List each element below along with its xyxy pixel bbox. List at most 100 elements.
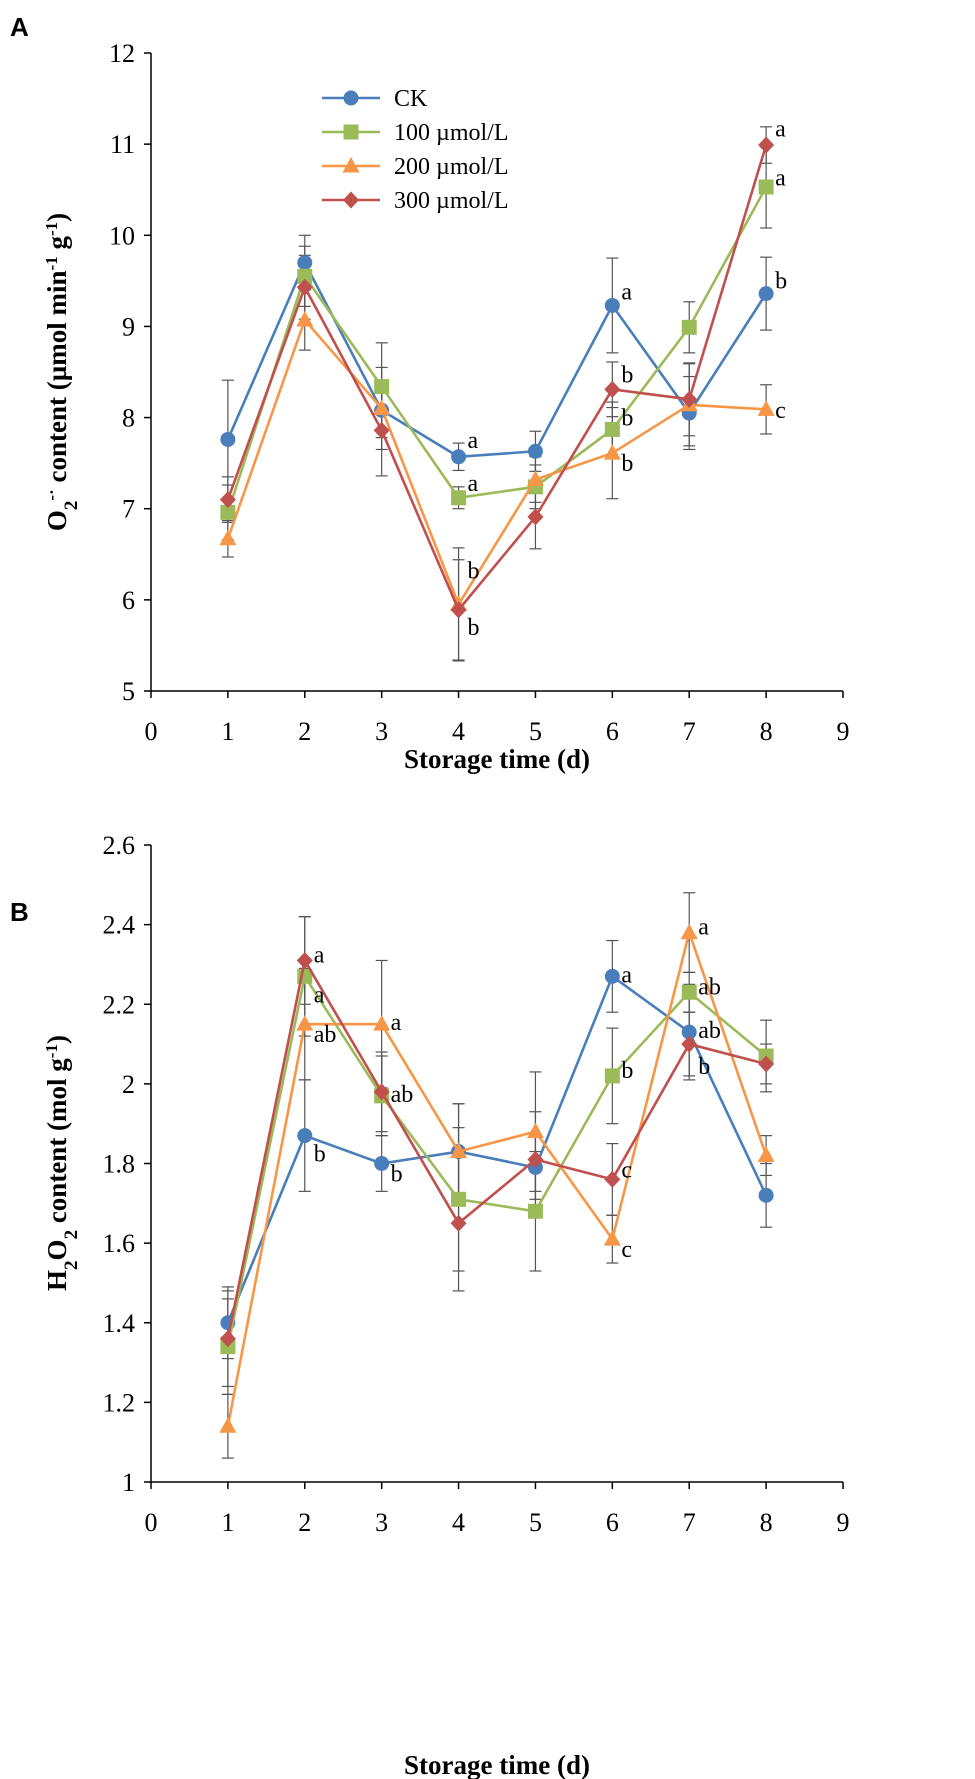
legend-marker-CK bbox=[343, 90, 359, 106]
data-point-100 bbox=[297, 268, 313, 284]
significance-label: a bbox=[775, 166, 786, 192]
data-point-100 bbox=[758, 179, 774, 195]
legend-label: CK bbox=[394, 86, 428, 112]
significance-label: b bbox=[621, 451, 633, 477]
data-point-200 bbox=[526, 470, 544, 487]
data-point-300 bbox=[296, 278, 313, 296]
y-tick-label: 9 bbox=[122, 312, 135, 341]
data-point-200 bbox=[373, 1015, 391, 1031]
significance-label: c bbox=[621, 1237, 632, 1263]
data-point-CK bbox=[758, 1187, 774, 1203]
data-point-300 bbox=[373, 1083, 390, 1101]
data-point-CK bbox=[220, 431, 236, 447]
x-tick-label: 3 bbox=[375, 1508, 388, 1537]
significance-label: b bbox=[621, 1058, 633, 1084]
series-line-CK bbox=[226, 974, 768, 1324]
series-line-100 bbox=[226, 186, 768, 513]
legend-label: 200 µmol/L bbox=[394, 154, 509, 180]
significance-label: b bbox=[775, 269, 787, 295]
y-tick-label: 7 bbox=[122, 495, 135, 524]
y-tick-label: 10 bbox=[109, 221, 135, 250]
significance-label: a bbox=[468, 471, 479, 497]
x-tick-label: 1 bbox=[221, 1508, 234, 1537]
y-axis-title: O2-· content (µmol min-1 g-1) bbox=[42, 213, 82, 531]
data-point-300 bbox=[604, 380, 621, 398]
significance-label: b bbox=[468, 615, 480, 641]
legend-label: 100 µmol/L bbox=[394, 120, 509, 146]
y-tick-label: 1 bbox=[122, 1468, 135, 1497]
x-tick-label: 8 bbox=[760, 717, 773, 746]
legend-marker-300 bbox=[343, 191, 359, 209]
y-tick-label: 8 bbox=[122, 404, 135, 433]
significance-label: ab bbox=[391, 1082, 414, 1108]
data-point-200 bbox=[526, 1122, 544, 1139]
x-tick-label: 4 bbox=[452, 1508, 465, 1537]
y-tick-label: 1.4 bbox=[103, 1309, 136, 1338]
x-tick-label: 6 bbox=[606, 1508, 619, 1537]
chart-panel-b: 11.21.41.61.822.22.42.60 1 2 3 4 5 6 7 8 9Storage… bbox=[42, 831, 850, 1779]
significance-label: a bbox=[698, 915, 709, 941]
significance-label: c bbox=[775, 398, 786, 424]
data-point-200 bbox=[296, 311, 314, 327]
legend-marker-200 bbox=[342, 157, 360, 173]
x-tick-label: 3 bbox=[375, 717, 388, 746]
y-tick-label: 1.8 bbox=[103, 1150, 136, 1179]
data-point-100 bbox=[527, 1203, 543, 1219]
legend-label: 300 µmol/L bbox=[394, 188, 509, 214]
y-tick-label: 1.6 bbox=[103, 1229, 136, 1258]
data-point-200 bbox=[757, 1146, 775, 1163]
series-line-200 bbox=[226, 928, 768, 1427]
data-point-CK bbox=[604, 297, 620, 313]
y-tick-label: 2.6 bbox=[103, 831, 136, 860]
data-point-CK bbox=[604, 968, 620, 984]
y-axis-title: H2O2 content (mol g-1) bbox=[42, 1035, 82, 1291]
x-axis-title: Storage time (d) bbox=[404, 1750, 590, 1779]
series-line-100 bbox=[226, 973, 767, 1347]
significance-label: a bbox=[621, 962, 632, 988]
x-tick-label: 9 bbox=[837, 717, 850, 746]
y-tick-label: 2 bbox=[122, 1070, 135, 1099]
x-tick-label: 0 bbox=[145, 1508, 158, 1537]
significance-label: ab bbox=[698, 1018, 721, 1044]
significance-label: b bbox=[698, 1054, 710, 1080]
data-point-100 bbox=[451, 490, 467, 506]
series-line-CK bbox=[226, 259, 768, 459]
data-point-200 bbox=[296, 1015, 314, 1031]
x-tick-label: 9 bbox=[837, 1508, 850, 1537]
data-point-300 bbox=[219, 1330, 236, 1348]
significance-label: a bbox=[314, 982, 325, 1008]
data-point-CK bbox=[758, 286, 774, 302]
significance-label: a bbox=[621, 280, 632, 306]
x-tick-label: 7 bbox=[683, 717, 696, 746]
x-tick-label: 5 bbox=[529, 717, 542, 746]
data-point-200 bbox=[680, 923, 698, 940]
significance-label: ab bbox=[314, 1022, 337, 1048]
data-point-200 bbox=[219, 1417, 237, 1433]
data-point-200 bbox=[373, 399, 391, 415]
significance-label: ab bbox=[698, 974, 721, 1000]
y-tick-label: 2.4 bbox=[103, 911, 136, 940]
series-line-300 bbox=[226, 144, 768, 613]
series-line-200 bbox=[226, 317, 767, 608]
panel-letter-a: A bbox=[10, 12, 29, 42]
data-point-300 bbox=[450, 1214, 467, 1232]
x-tick-label: 4 bbox=[452, 717, 465, 746]
data-point-200 bbox=[450, 1142, 468, 1159]
data-point-100 bbox=[451, 1191, 467, 1207]
significance-label: b bbox=[391, 1161, 403, 1187]
data-point-100 bbox=[604, 1068, 620, 1084]
data-point-CK bbox=[451, 449, 467, 465]
x-tick-label: 6 bbox=[606, 717, 619, 746]
data-point-200 bbox=[757, 400, 775, 416]
data-point-CK bbox=[681, 1024, 697, 1040]
data-point-CK bbox=[374, 1156, 390, 1171]
panel-letter-b: B bbox=[10, 897, 29, 927]
y-tick-label: 2.2 bbox=[103, 990, 136, 1019]
significance-label: b bbox=[468, 559, 480, 585]
data-point-CK bbox=[297, 255, 313, 271]
significance-label: b bbox=[621, 363, 633, 389]
data-point-100 bbox=[374, 379, 390, 395]
data-point-100 bbox=[604, 421, 620, 437]
